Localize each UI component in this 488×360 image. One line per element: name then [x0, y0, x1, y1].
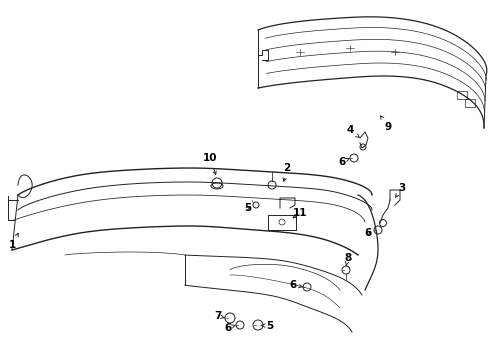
Text: 11: 11 [292, 208, 306, 218]
Bar [267, 215, 295, 230]
Bar [456, 91, 466, 99]
Text: 6: 6 [224, 323, 235, 333]
Text: 6: 6 [338, 157, 348, 167]
Text: 5: 5 [244, 203, 251, 213]
Text: 2: 2 [283, 163, 290, 181]
Text: 4: 4 [346, 125, 359, 138]
Text: 6: 6 [289, 280, 302, 290]
Text: 8: 8 [344, 253, 351, 266]
Text: 9: 9 [380, 116, 391, 132]
Text: 5: 5 [260, 321, 273, 331]
Text: 10: 10 [203, 153, 217, 175]
Text: 3: 3 [395, 183, 405, 197]
Bar [464, 99, 474, 107]
Text: 1: 1 [8, 233, 18, 250]
Text: 7: 7 [214, 311, 224, 321]
Text: 6: 6 [364, 228, 371, 238]
